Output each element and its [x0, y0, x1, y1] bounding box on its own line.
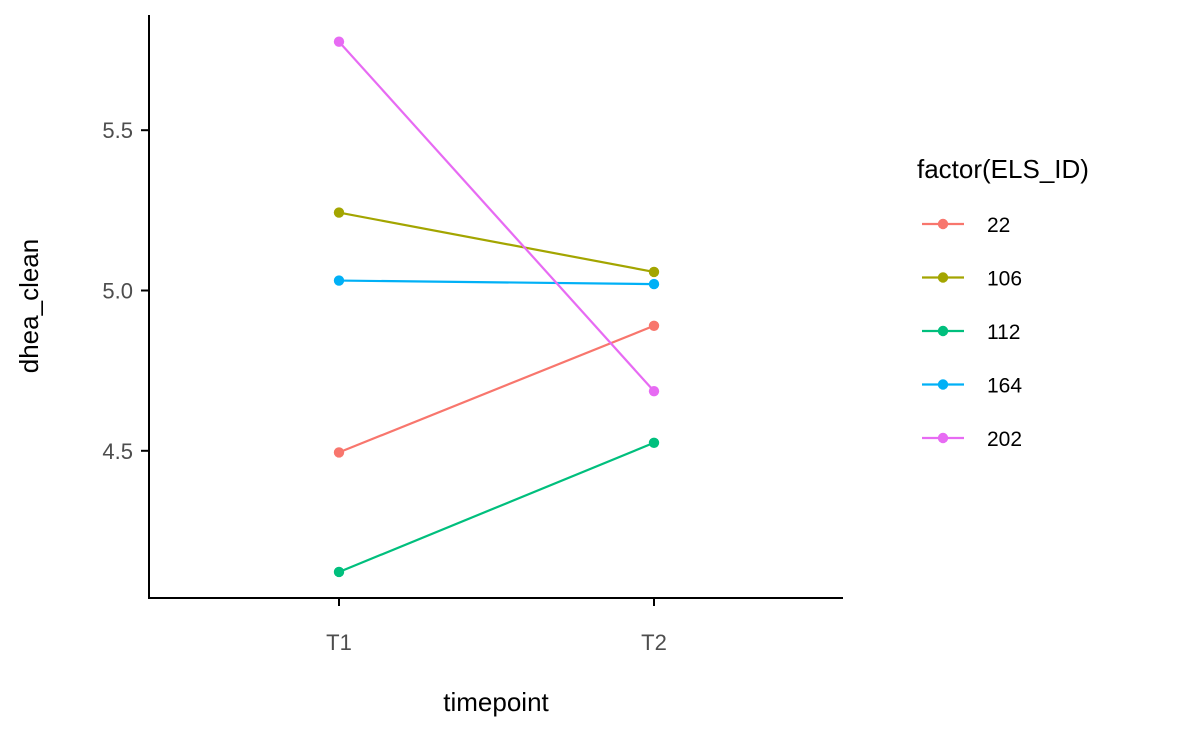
data-point-202-T1 — [333, 36, 345, 47]
x-tick-label: T1 — [326, 630, 352, 655]
y-axis-title: dhea_clean — [14, 239, 44, 373]
y-tick-label: 5.0 — [102, 279, 133, 304]
data-point-22-T2 — [648, 320, 660, 331]
legend-key-point — [937, 432, 949, 444]
series-line-164 — [338, 279, 655, 286]
series-layer — [333, 36, 660, 578]
x-tick-label: T2 — [641, 630, 667, 655]
legend-key-point — [937, 379, 949, 390]
legend-title: factor(ELS_ID) — [917, 154, 1089, 184]
series-line-202 — [338, 40, 655, 392]
y-tick-label: 4.5 — [102, 439, 133, 464]
data-point-164-T2 — [648, 278, 660, 290]
legend-key-point — [937, 218, 949, 230]
legend-label: 164 — [987, 375, 1022, 398]
legend-items: 22 106 112 164 202 — [922, 214, 1022, 451]
data-point-22-T1 — [333, 447, 345, 458]
data-point-164-T1 — [333, 275, 345, 286]
legend-item: 22 — [922, 214, 1010, 237]
legend-label: 22 — [987, 214, 1010, 237]
legend-key-point — [937, 272, 949, 283]
y-tick-label: 5.5 — [102, 118, 133, 143]
legend-item: 112 — [922, 321, 1020, 344]
data-point-112-T2 — [648, 437, 660, 448]
x-ticks: T1 T2 — [326, 598, 667, 655]
legend-item: 106 — [922, 268, 1022, 291]
series-line-22 — [338, 324, 655, 454]
data-point-106-T2 — [648, 266, 660, 278]
legend-item: 202 — [922, 428, 1022, 451]
data-point-202-T2 — [648, 385, 660, 397]
legend-label: 202 — [987, 428, 1022, 451]
series-line-112 — [338, 441, 655, 574]
legend-key-point — [937, 325, 949, 337]
data-point-106-T1 — [333, 207, 345, 218]
legend-item: 164 — [922, 375, 1022, 398]
legend: factor(ELS_ID) 22 106 112 164 202 — [917, 154, 1089, 451]
data-point-112-T1 — [333, 566, 345, 578]
legend-label: 106 — [987, 268, 1022, 291]
y-ticks: 4.5 5.0 5.5 — [102, 118, 149, 464]
legend-label: 112 — [987, 321, 1020, 344]
series-line-106 — [338, 211, 655, 273]
x-axis-title: timepoint — [443, 687, 549, 717]
